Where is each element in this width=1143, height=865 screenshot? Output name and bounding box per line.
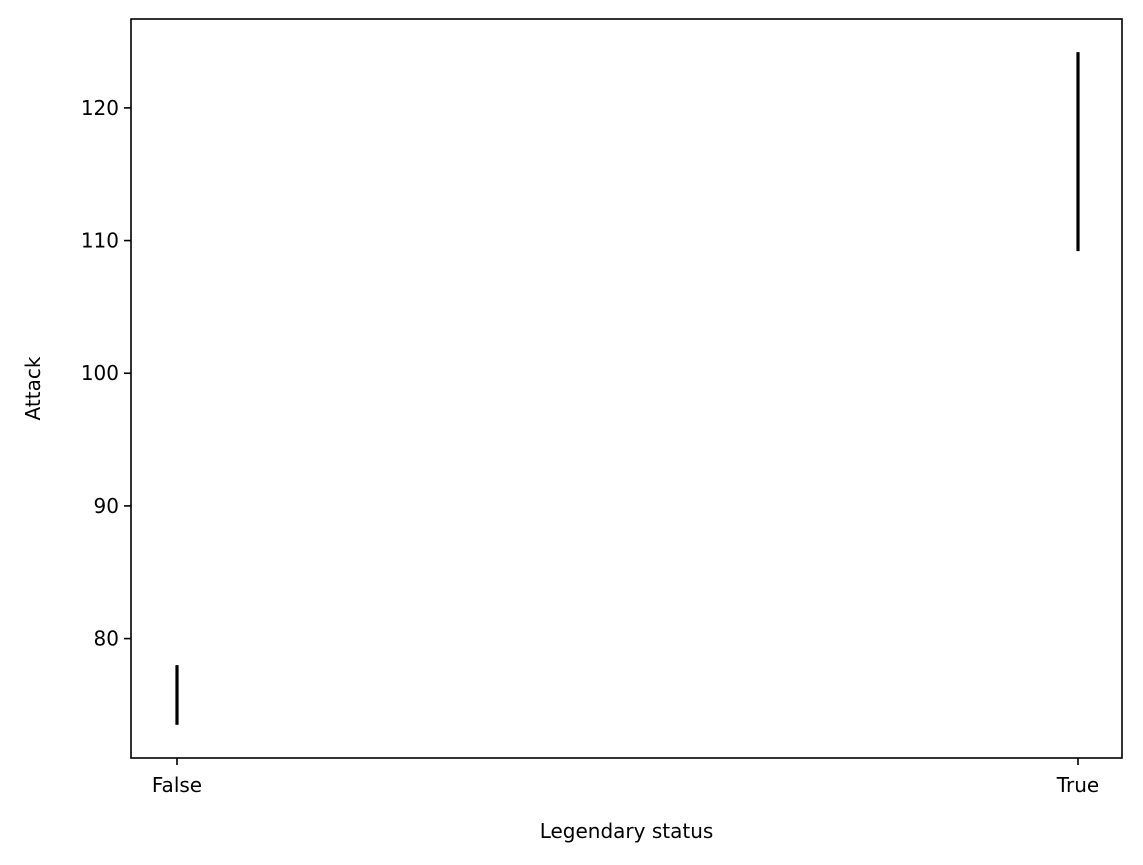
- plot-frame: [130, 18, 1123, 759]
- y-axis: 80 90 100 110 120: [81, 96, 131, 651]
- x-axis: False True: [152, 758, 1099, 797]
- y-tick-label: 120: [81, 96, 119, 120]
- plot-area: [175, 52, 1080, 725]
- x-tick-label-true: True: [1056, 773, 1099, 797]
- y-tick-label: 80: [94, 627, 119, 651]
- y-tick-label: 110: [81, 229, 119, 253]
- y-tick-label: 90: [94, 494, 119, 518]
- y-axis-title: Attack: [21, 356, 45, 420]
- x-tick-label-false: False: [152, 773, 202, 797]
- y-tick-label: 100: [81, 361, 119, 385]
- x-axis-title: Legendary status: [540, 819, 714, 843]
